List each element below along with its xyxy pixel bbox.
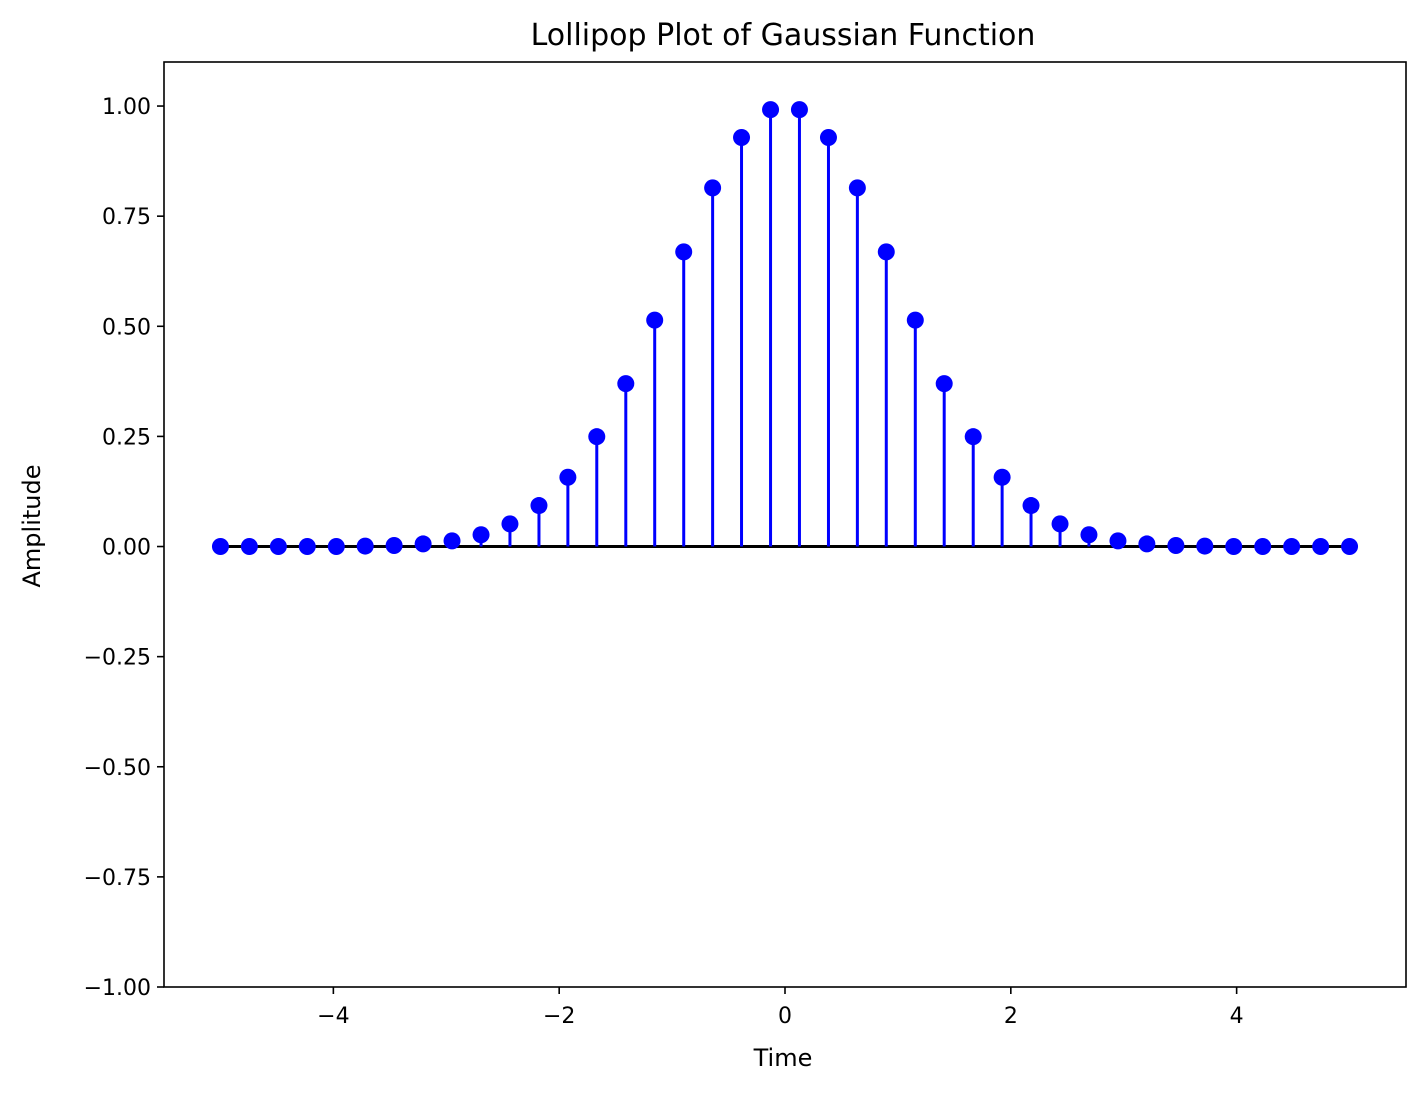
stem-marker bbox=[675, 243, 693, 261]
y-tick-label: −0.75 bbox=[84, 866, 151, 891]
stem-marker bbox=[964, 428, 982, 446]
x-tick-label: −4 bbox=[317, 1004, 349, 1029]
stem-marker bbox=[733, 128, 751, 146]
stem-marker bbox=[472, 526, 490, 544]
stem-marker bbox=[1283, 538, 1301, 556]
stem-marker bbox=[356, 537, 374, 555]
stem-marker bbox=[646, 311, 664, 329]
x-axis-label: Time bbox=[753, 1044, 813, 1072]
stem-marker bbox=[269, 538, 287, 556]
stem-marker bbox=[1225, 538, 1243, 556]
y-axis-label: Amplitude bbox=[18, 465, 46, 588]
stem-marker bbox=[1196, 537, 1214, 555]
chart-title: Lollipop Plot of Gaussian Function bbox=[531, 18, 1036, 53]
stem-marker bbox=[211, 538, 229, 556]
stem-marker bbox=[1080, 526, 1098, 544]
stem-marker bbox=[819, 128, 837, 146]
stem-marker bbox=[588, 428, 606, 446]
stem-marker bbox=[935, 375, 953, 393]
y-tick-label: 0.25 bbox=[102, 425, 151, 450]
y-tick-label: −0.50 bbox=[84, 756, 151, 781]
stem-marker bbox=[762, 101, 780, 119]
y-tick-label: 1.00 bbox=[102, 95, 151, 120]
x-tick-label: 4 bbox=[1230, 1004, 1244, 1029]
stem-marker bbox=[617, 375, 635, 393]
stem-marker bbox=[414, 535, 432, 553]
stem-marker bbox=[501, 515, 519, 533]
stem-marker bbox=[704, 179, 722, 197]
stem-marker bbox=[1138, 535, 1156, 553]
stem-marker bbox=[1051, 515, 1069, 533]
stem-marker bbox=[530, 497, 548, 515]
stem-marker bbox=[1109, 532, 1127, 550]
stem-marker bbox=[1022, 497, 1040, 515]
y-tick-label: 0.50 bbox=[102, 315, 151, 340]
x-tick-label: −2 bbox=[543, 1004, 575, 1029]
y-tick-label: 0.00 bbox=[102, 536, 151, 561]
stem-marker bbox=[848, 179, 866, 197]
x-tick-label: 2 bbox=[1004, 1004, 1018, 1029]
plot-area: −4 −2 0 2 4 −1.00 −0.75 −0.50 −0.25 0.00 0.25 0.50 0… bbox=[84, 61, 1407, 1029]
y-tick-label: −0.25 bbox=[84, 646, 151, 671]
stem-marker bbox=[240, 538, 258, 556]
stem-marker bbox=[877, 243, 895, 261]
stem-marker bbox=[1312, 538, 1330, 556]
y-tick-label: 0.75 bbox=[102, 205, 151, 230]
stem-marker bbox=[559, 468, 577, 486]
x-tick-label: 0 bbox=[778, 1004, 792, 1029]
stem-marker bbox=[385, 536, 403, 554]
stem-marker bbox=[906, 311, 924, 329]
stem-marker bbox=[327, 538, 345, 556]
y-tick-label: −1.00 bbox=[84, 976, 151, 1001]
stem-marker bbox=[443, 532, 461, 550]
stem-marker bbox=[1254, 538, 1272, 556]
stem-marker bbox=[1341, 538, 1359, 556]
stem-marker bbox=[298, 538, 316, 556]
stem-marker bbox=[790, 101, 808, 119]
stem-marker bbox=[993, 468, 1011, 486]
stem-marker bbox=[1167, 536, 1185, 554]
